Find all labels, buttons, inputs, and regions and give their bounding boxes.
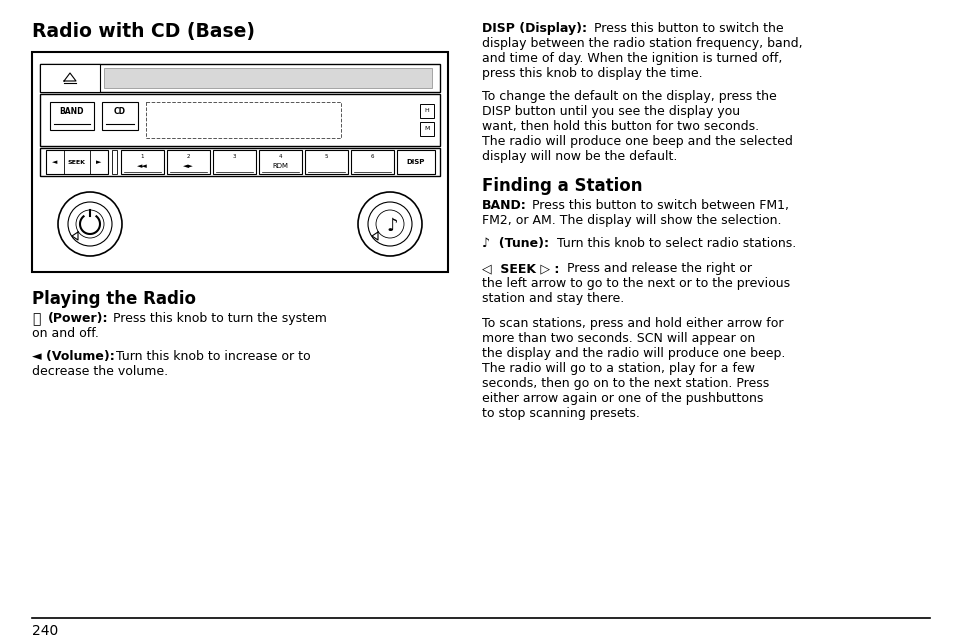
Text: 1: 1 [141,153,144,158]
Text: BAND: BAND [60,107,84,116]
Text: ◄: ◄ [52,159,57,165]
Bar [351,150,394,174]
Text: Finding a Station: Finding a Station [481,177,641,195]
Text: 240: 240 [32,624,58,636]
Bar [104,68,432,88]
Text: station and stay there.: station and stay there. [481,292,623,305]
Text: The radio will produce one beep and the selected: The radio will produce one beep and the … [481,135,792,148]
Text: ♪  (Tune):: ♪ (Tune): [481,237,548,250]
Bar [121,150,164,174]
Text: Playing the Radio: Playing the Radio [32,290,195,308]
Text: display will now be the default.: display will now be the default. [481,150,677,163]
Text: H: H [424,109,429,113]
Text: ◄ (Volume):: ◄ (Volume): [32,350,114,363]
Text: decrease the volume.: decrease the volume. [32,365,168,378]
Text: BAND:: BAND: [481,199,526,212]
Bar [419,104,434,118]
Text: ⏻: ⏻ [32,312,40,326]
Text: Press this knob to turn the system: Press this knob to turn the system [109,312,327,325]
Text: 6: 6 [371,153,374,158]
Bar [213,150,255,174]
Text: on and off.: on and off. [32,327,99,340]
Text: FM2, or AM. The display will show the selection.: FM2, or AM. The display will show the se… [481,214,781,227]
Text: 5: 5 [324,153,328,158]
Text: Turn this knob to increase or to: Turn this knob to increase or to [112,350,311,363]
Text: Turn this knob to select radio stations.: Turn this knob to select radio stations. [548,237,796,250]
Text: Press and release the right or: Press and release the right or [558,262,751,275]
Text: ◄◄: ◄◄ [137,163,148,169]
Text: (Power):: (Power): [48,312,109,325]
Text: Radio with CD (Base): Radio with CD (Base) [32,22,254,41]
Text: Press this button to switch between FM1,: Press this button to switch between FM1, [523,199,788,212]
Bar [258,150,302,174]
Text: SEEK: SEEK [68,160,86,165]
Text: and time of day. When the ignition is turned off,: and time of day. When the ignition is tu… [481,52,781,65]
Text: ►: ► [96,159,102,165]
Bar [46,150,108,174]
Text: ◁  SEEK ▷ :: ◁ SEEK ▷ : [481,262,558,275]
Bar [305,150,348,174]
Bar [50,102,94,130]
Bar [102,102,138,130]
Bar [40,148,439,176]
Text: seconds, then go on to the next station. Press: seconds, then go on to the next station.… [481,377,768,390]
Text: Press this button to switch the: Press this button to switch the [585,22,782,35]
Text: The radio will go to a station, play for a few: The radio will go to a station, play for… [481,362,754,375]
Text: To change the default on the display, press the: To change the default on the display, pr… [481,90,776,103]
Text: more than two seconds. SCN will appear on: more than two seconds. SCN will appear o… [481,332,755,345]
Text: DISP (Display):: DISP (Display): [481,22,586,35]
Text: press this knob to display the time.: press this knob to display the time. [481,67,702,80]
Text: ♪: ♪ [386,217,397,235]
Text: to stop scanning presets.: to stop scanning presets. [481,407,639,420]
Text: CD: CD [113,107,126,116]
Text: DISP button until you see the display you: DISP button until you see the display yo… [481,105,740,118]
Bar [40,64,439,92]
Text: DISP: DISP [406,159,425,165]
Text: the display and the radio will produce one beep.: the display and the radio will produce o… [481,347,784,360]
Text: want, then hold this button for two seconds.: want, then hold this button for two seco… [481,120,759,133]
Text: To scan stations, press and hold either arrow for: To scan stations, press and hold either … [481,317,782,330]
Bar [419,122,434,136]
Text: the left arrow to go to the next or to the previous: the left arrow to go to the next or to t… [481,277,789,290]
Bar [32,52,448,272]
Bar [146,102,340,138]
Text: 3: 3 [233,153,236,158]
Text: either arrow again or one of the pushbuttons: either arrow again or one of the pushbut… [481,392,762,405]
Bar [112,150,117,174]
Text: RDM: RDM [273,163,288,169]
Text: 4: 4 [278,153,282,158]
Bar [40,94,439,146]
Text: 2: 2 [187,153,190,158]
Bar [167,150,210,174]
Bar [40,64,100,92]
Text: display between the radio station frequency, band,: display between the radio station freque… [481,37,801,50]
Text: ◄►: ◄► [183,163,193,169]
Text: M: M [424,127,429,132]
Bar [396,150,435,174]
